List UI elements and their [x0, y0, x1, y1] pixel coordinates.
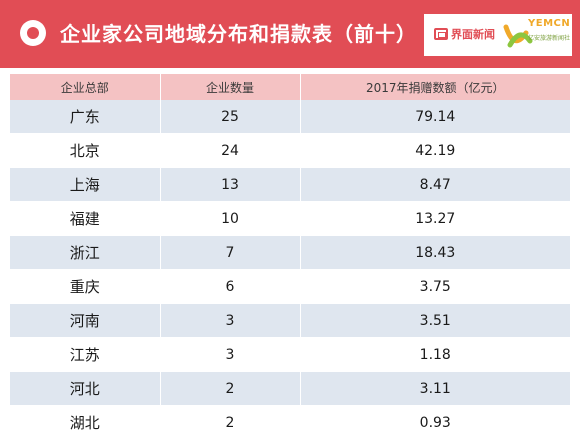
table-row: 江苏 3 1.18	[10, 337, 570, 372]
cell-count: 6	[160, 269, 301, 304]
cell-amount: 13.27	[300, 201, 570, 236]
yicai-logo-text: YEMCN	[528, 18, 571, 29]
cell-amount: 1.18	[300, 337, 570, 372]
cell-count: 10	[160, 201, 301, 236]
cell-amount: 3.51	[300, 303, 570, 338]
cell-region: 上海	[10, 167, 161, 202]
cell-amount: 3.75	[300, 269, 570, 304]
cell-count: 3	[160, 303, 301, 338]
cell-amount: 18.43	[300, 235, 570, 270]
cell-region: 湖北	[10, 405, 161, 440]
jiemian-logo-icon	[434, 28, 448, 40]
table-row: 湖北 2 0.93	[10, 405, 570, 440]
table-row: 北京 24 42.19	[10, 133, 570, 168]
table-row: 河南 3 3.51	[10, 303, 570, 338]
table-header-row: 企业总部 企业数量 2017年捐赠数额（亿元）	[10, 74, 570, 100]
page-title: 企业家公司地域分布和捐款表（前十）	[60, 22, 417, 46]
column-header-count: 企业数量	[160, 74, 301, 100]
cell-region: 河北	[10, 371, 161, 406]
table-row: 河北 2 3.11	[10, 371, 570, 406]
column-header-amount: 2017年捐赠数额（亿元）	[300, 74, 570, 100]
cell-count: 25	[160, 100, 301, 134]
cell-amount: 79.14	[300, 100, 570, 134]
cell-region: 浙江	[10, 235, 161, 270]
table-row: 福建 10 13.27	[10, 201, 570, 236]
cell-count: 24	[160, 133, 301, 168]
table-row: 上海 13 8.47	[10, 167, 570, 202]
cell-region: 江苏	[10, 337, 161, 372]
cell-region: 重庆	[10, 269, 161, 304]
yicai-logo-subtext: 亿安旅游新闻社	[528, 35, 571, 42]
cell-amount: 42.19	[300, 133, 570, 168]
cell-count: 3	[160, 337, 301, 372]
table-row: 重庆 6 3.75	[10, 269, 570, 304]
table-row: 浙江 7 18.43	[10, 235, 570, 270]
cell-region: 河南	[10, 303, 161, 338]
donation-table: 企业总部 企业数量 2017年捐赠数额（亿元） 广东 25 79.14 北京 2…	[10, 74, 570, 440]
yicai-logo-icon	[503, 24, 533, 48]
cell-count: 13	[160, 167, 301, 202]
cell-region: 福建	[10, 201, 161, 236]
cell-count: 2	[160, 405, 301, 440]
cell-count: 2	[160, 371, 301, 406]
cell-region: 北京	[10, 133, 161, 168]
jiemian-logo-text: 界面新闻	[451, 28, 495, 41]
logo-area: 界面新闻 YEMCN 亿安旅游新闻社	[424, 14, 572, 56]
cell-count: 7	[160, 235, 301, 270]
header-banner: 企业家公司地域分布和捐款表（前十） 界面新闻 YEMCN 亿安旅游新闻社	[0, 0, 580, 68]
record-circle-icon	[20, 20, 46, 46]
cell-amount: 3.11	[300, 371, 570, 406]
table-row: 广东 25 79.14	[10, 100, 570, 134]
cell-amount: 8.47	[300, 167, 570, 202]
cell-region: 广东	[10, 100, 161, 134]
column-header-region: 企业总部	[10, 74, 161, 100]
cell-amount: 0.93	[300, 405, 570, 440]
